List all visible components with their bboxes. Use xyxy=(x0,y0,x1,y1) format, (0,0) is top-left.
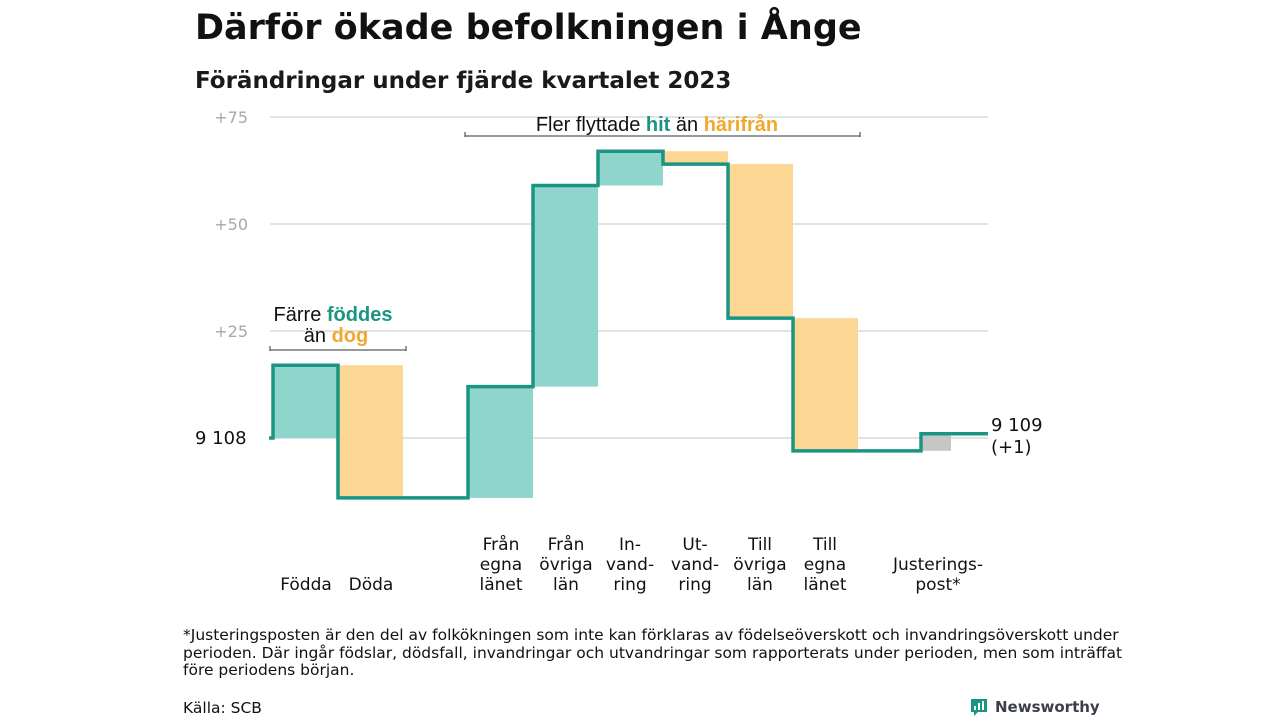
waterfall-bar xyxy=(598,151,663,186)
waterfall-bar xyxy=(533,185,598,387)
x-category-label: In- xyxy=(619,535,641,555)
footnote: *Justeringsposten är den del av folkökni… xyxy=(183,626,1123,679)
annotation-fewer-born-line1: Färre föddes xyxy=(274,304,393,326)
source-label: Källa: SCB xyxy=(183,699,262,717)
waterfall-bar xyxy=(338,365,403,498)
x-category-label: Från xyxy=(483,534,520,555)
y-tick-label: +25 xyxy=(214,322,248,341)
x-category-label: Döda xyxy=(349,575,394,595)
x-category-label: länet xyxy=(803,575,846,595)
annotation-more-moved-here: Fler flyttade hit än härifrån xyxy=(536,113,778,136)
x-category-label: Ut- xyxy=(682,535,707,555)
x-category-label: Födda xyxy=(280,575,332,595)
y-tick-label: +50 xyxy=(214,215,248,234)
end-value-label: 9 109 xyxy=(991,415,1043,436)
x-category-label: övriga xyxy=(539,555,592,575)
x-category-label: egna xyxy=(480,555,522,575)
x-category-label: ring xyxy=(678,575,711,595)
logo-text: Newsworthy xyxy=(995,698,1100,716)
x-category-label: ring xyxy=(613,575,646,595)
newsworthy-logo-icon xyxy=(971,699,987,716)
waterfall-bar xyxy=(793,318,858,451)
waterfall-bar xyxy=(273,365,338,438)
x-category-label: vand- xyxy=(671,555,719,575)
cumulative-step-line xyxy=(269,149,988,500)
waterfall-bar xyxy=(921,433,951,451)
y-tick-label: +75 xyxy=(214,108,248,127)
waterfall-bar xyxy=(468,386,533,498)
end-change-label: (+1) xyxy=(991,437,1032,458)
newsworthy-logo: Newsworthy xyxy=(969,697,1100,717)
x-category-label: län xyxy=(747,575,773,595)
start-value-label: 9 108 xyxy=(195,428,247,449)
x-category-label: Till xyxy=(747,535,772,555)
x-category-label: Till xyxy=(812,535,837,555)
chart-subtitle: Förändringar under fjärde kvartalet 2023 xyxy=(195,68,732,94)
annotation-fewer-born-line2: än dog xyxy=(304,325,368,347)
x-category-label: egna xyxy=(804,555,846,575)
waterfall-bar xyxy=(663,151,728,165)
x-category-label: län xyxy=(553,575,579,595)
x-category-label: Justerings- xyxy=(892,555,983,575)
x-category-label: övriga xyxy=(733,555,786,575)
x-category-label: länet xyxy=(479,575,522,595)
x-category-label: vand- xyxy=(606,555,654,575)
waterfall-bar xyxy=(728,164,793,319)
x-category-label: post* xyxy=(915,575,960,595)
chart-title: Därför ökade befolkningen i Ånge xyxy=(195,8,862,48)
x-category-label: Från xyxy=(548,534,585,555)
